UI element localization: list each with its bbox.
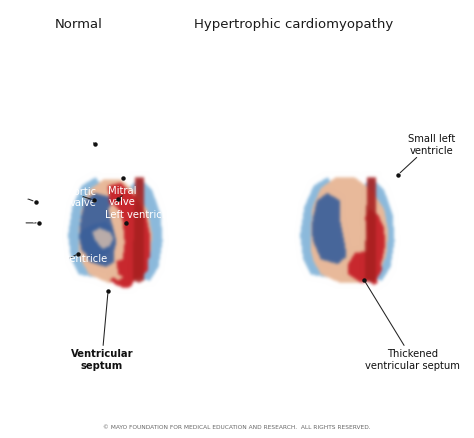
Text: Right ventricle: Right ventricle [34,254,107,263]
Text: Left ventricle: Left ventricle [105,210,170,223]
Text: Tricuspid
valve: Tricuspid valve [4,212,48,234]
Text: Small left
ventricle: Small left ventricle [400,134,455,173]
Text: Right
atrium: Right atrium [11,188,44,210]
Text: Aortic
valve: Aortic valve [68,186,98,208]
Text: Thickened
ventricular septum: Thickened ventricular septum [365,283,460,370]
Text: © MAYO FOUNDATION FOR MEDICAL EDUCATION AND RESEARCH.  ALL RIGHTS RESERVED.: © MAYO FOUNDATION FOR MEDICAL EDUCATION … [103,424,371,429]
Text: Left atrium: Left atrium [103,166,158,179]
Text: Mitral
valve: Mitral valve [108,185,137,207]
Text: Hypertrophic cardiomyopathy: Hypertrophic cardiomyopathy [194,18,393,31]
Text: Normal: Normal [54,18,102,31]
Text: Ventricular
septum: Ventricular septum [71,294,133,370]
Text: Arch of aorta: Arch of aorta [51,131,115,145]
